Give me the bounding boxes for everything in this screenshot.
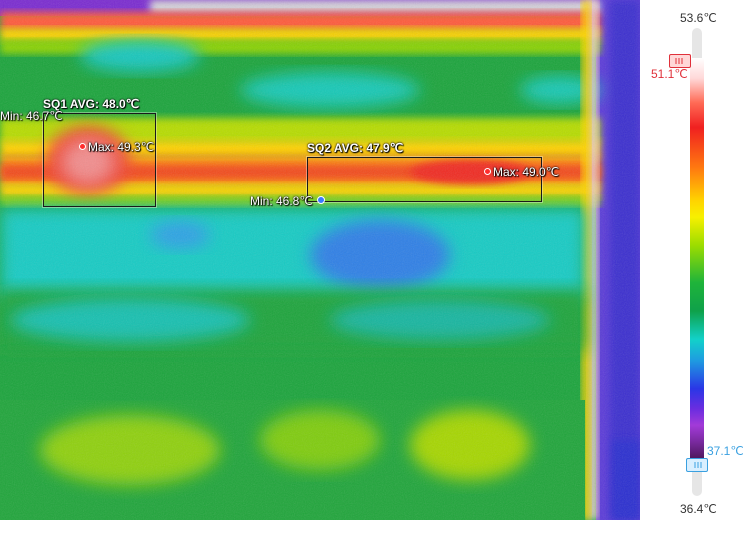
sq2-min-marker bbox=[317, 196, 325, 204]
scale-max-label: 53.6℃ bbox=[680, 11, 717, 25]
slider-handle-icon bbox=[687, 459, 707, 471]
sq2-max-label: Max: 49.0℃ bbox=[493, 165, 559, 179]
sq1-region-box[interactable] bbox=[43, 113, 156, 207]
sq2-region-box[interactable] bbox=[307, 157, 542, 202]
sq1-min-label: Min: 46.7℃ bbox=[0, 109, 63, 123]
lower-level-label: 37.1℃ bbox=[707, 444, 743, 458]
color-palette-bar[interactable] bbox=[690, 58, 704, 466]
upper-level-handle[interactable] bbox=[669, 54, 691, 68]
sq2-avg-label: SQ2 AVG: 47.9℃ bbox=[307, 141, 403, 155]
sq1-max-marker bbox=[79, 143, 86, 150]
slider-handle-icon bbox=[670, 55, 690, 67]
sq2-min-label: Min: 46.8℃ bbox=[250, 194, 313, 208]
thermal-image[interactable]: SQ1 AVG: 48.0℃ Min: 46.7℃ Max: 49.3℃ SQ2… bbox=[0, 0, 640, 520]
sq1-max-label: Max: 49.3℃ bbox=[88, 140, 154, 154]
scale-min-label: 36.4℃ bbox=[680, 502, 717, 516]
sq2-max-marker bbox=[484, 168, 491, 175]
upper-level-label: 51.1℃ bbox=[651, 67, 688, 81]
thermal-heatmap bbox=[0, 0, 640, 520]
lower-level-handle[interactable] bbox=[686, 458, 708, 472]
